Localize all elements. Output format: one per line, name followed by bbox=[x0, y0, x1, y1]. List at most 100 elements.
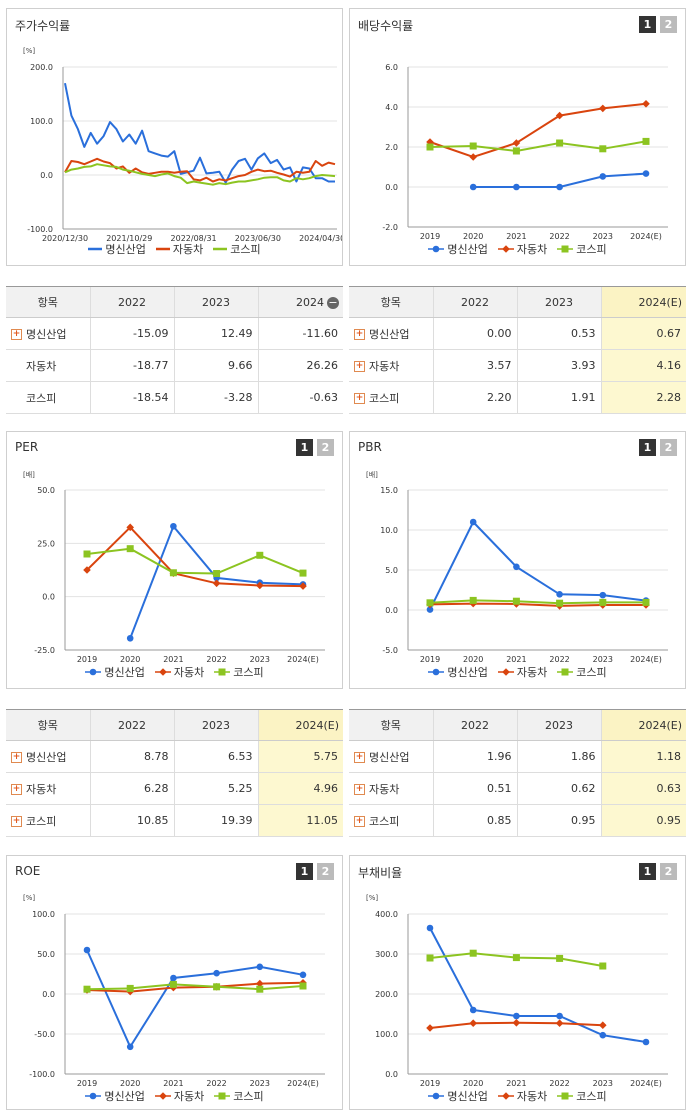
legend-swatch bbox=[497, 668, 514, 676]
legend-item[interactable]: 자동차 bbox=[497, 664, 547, 680]
series-line[interactable] bbox=[429, 927, 647, 1043]
row-label-cell[interactable]: + 명신산업 bbox=[349, 740, 433, 773]
data-point bbox=[556, 599, 564, 607]
value-cell: 2.20 bbox=[432, 381, 517, 414]
row-label-cell[interactable]: + 명신산업 bbox=[349, 317, 433, 350]
data-point bbox=[556, 954, 564, 962]
legend-item[interactable]: 자동차 bbox=[154, 664, 205, 680]
view-1-button[interactable]: 1 bbox=[639, 439, 656, 456]
legend-item[interactable]: 자동차 bbox=[497, 1088, 547, 1104]
legend-item[interactable]: 명신산업 bbox=[85, 664, 145, 680]
y-tick-label: 15.0 bbox=[380, 486, 398, 495]
value-cell: 26.26 bbox=[257, 349, 343, 382]
expand-plus-icon[interactable]: + bbox=[11, 752, 22, 763]
legend: 명신산업 자동차 코스피 bbox=[350, 664, 685, 680]
collapse-icon[interactable]: − bbox=[327, 295, 339, 309]
legend-item[interactable]: 코스피 bbox=[214, 1088, 264, 1104]
legend-item[interactable]: 명신산업 bbox=[85, 1088, 145, 1104]
view-2-button[interactable]: 2 bbox=[660, 863, 677, 880]
legend-item[interactable]: 명신산업 bbox=[428, 1088, 488, 1104]
view-2-button[interactable]: 2 bbox=[660, 439, 677, 456]
legend-item[interactable]: 코스피 bbox=[557, 664, 607, 680]
row-label-cell[interactable]: + 코스피 bbox=[349, 381, 433, 414]
table-header-cell: 2024(E) bbox=[600, 709, 686, 741]
data-point bbox=[159, 668, 167, 676]
series-line[interactable] bbox=[429, 140, 647, 153]
row-label-cell[interactable]: 자동차 bbox=[6, 349, 90, 382]
view-2-button[interactable]: 2 bbox=[317, 439, 334, 456]
series-line[interactable] bbox=[64, 83, 335, 184]
series-line[interactable] bbox=[429, 102, 647, 159]
view-1-button[interactable]: 1 bbox=[296, 439, 313, 456]
legend-label: 자동차 bbox=[173, 666, 205, 679]
series-line[interactable] bbox=[429, 602, 646, 607]
series-line[interactable] bbox=[429, 599, 646, 605]
legend-swatch bbox=[428, 1092, 445, 1100]
x-tick-label: 2019 bbox=[420, 1079, 440, 1088]
data-point bbox=[469, 949, 477, 957]
legend-label: 명신산업 bbox=[105, 243, 146, 256]
data-point bbox=[213, 969, 220, 977]
series-line[interactable] bbox=[64, 157, 336, 183]
series-line[interactable] bbox=[64, 163, 336, 186]
series-line[interactable] bbox=[86, 547, 304, 575]
row-label-cell[interactable]: + 명신산업 bbox=[6, 317, 90, 350]
stock-return-table: 항목 2022 2023 2024− + 명신산업 -15.09 12.49 -11.60 자동차… bbox=[6, 286, 343, 414]
row-label-cell[interactable]: + 명신산업 bbox=[6, 740, 90, 773]
legend-item[interactable]: 자동차 bbox=[497, 241, 547, 257]
unit-label: [배] bbox=[366, 471, 378, 479]
expand-plus-icon[interactable]: + bbox=[354, 329, 365, 340]
data-point bbox=[256, 985, 264, 993]
series-line[interactable] bbox=[86, 525, 304, 588]
row-label-cell[interactable]: + 자동차 bbox=[349, 772, 433, 805]
legend-item[interactable]: 코스피 bbox=[557, 1088, 607, 1104]
data-point bbox=[469, 596, 477, 604]
view-2-button[interactable]: 2 bbox=[660, 16, 677, 33]
legend-item[interactable]: 자동차 bbox=[154, 1088, 204, 1104]
view-2-button[interactable]: 2 bbox=[317, 863, 334, 880]
expand-plus-icon[interactable]: + bbox=[11, 784, 22, 795]
legend-item[interactable]: 명신산업 bbox=[428, 241, 488, 257]
view-1-button[interactable]: 1 bbox=[639, 863, 656, 880]
view-1-button[interactable]: 1 bbox=[296, 863, 313, 880]
row-label-cell[interactable]: + 자동차 bbox=[6, 772, 90, 805]
data-point bbox=[90, 668, 97, 676]
expand-plus-icon[interactable]: + bbox=[11, 816, 22, 827]
value-cell: 0.00 bbox=[432, 317, 517, 350]
legend-label: 코스피 bbox=[576, 243, 607, 256]
x-tick-label: 2019 bbox=[77, 655, 97, 664]
series-line[interactable] bbox=[86, 949, 304, 1049]
legend-item[interactable]: 코스피 bbox=[214, 664, 264, 680]
view-1-button[interactable]: 1 bbox=[639, 16, 656, 33]
expand-plus-icon[interactable]: + bbox=[354, 752, 365, 763]
value-cell: 12.49 bbox=[173, 317, 258, 350]
expand-plus-icon[interactable]: + bbox=[354, 784, 365, 795]
data-point bbox=[126, 1043, 134, 1051]
legend-swatch bbox=[214, 668, 231, 676]
legend-item[interactable]: 자동차 bbox=[155, 241, 203, 257]
y-tick-label: 400.0 bbox=[375, 910, 398, 919]
row-label-cell[interactable]: 코스피 bbox=[6, 381, 90, 414]
series-line[interactable] bbox=[86, 981, 304, 993]
row-label-cell[interactable]: + 코스피 bbox=[349, 804, 433, 837]
expand-plus-icon[interactable]: + bbox=[354, 816, 365, 827]
legend-item[interactable]: 명신산업 bbox=[88, 241, 146, 257]
legend-item[interactable]: 코스피 bbox=[557, 241, 607, 257]
legend-item[interactable]: 코스피 bbox=[213, 241, 261, 257]
expand-plus-icon[interactable]: + bbox=[11, 329, 22, 340]
x-tick-label: 2023 bbox=[593, 232, 613, 241]
expand-plus-icon[interactable]: + bbox=[354, 393, 365, 404]
series-line[interactable] bbox=[86, 983, 304, 991]
row-label-cell[interactable]: + 코스피 bbox=[6, 804, 90, 837]
legend-item[interactable]: 명신산업 bbox=[428, 664, 488, 680]
x-tick-label: 2020 bbox=[463, 655, 483, 664]
row-label-cell[interactable]: + 자동차 bbox=[349, 349, 433, 382]
expand-plus-icon[interactable]: + bbox=[354, 361, 365, 372]
value-cell: -15.09 bbox=[89, 317, 174, 350]
data-point bbox=[83, 946, 91, 954]
x-tick-label: 2022/08/31 bbox=[171, 234, 217, 243]
y-tick-label: 0.0 bbox=[42, 990, 55, 999]
data-point bbox=[426, 924, 434, 932]
series-line[interactable] bbox=[429, 520, 647, 611]
